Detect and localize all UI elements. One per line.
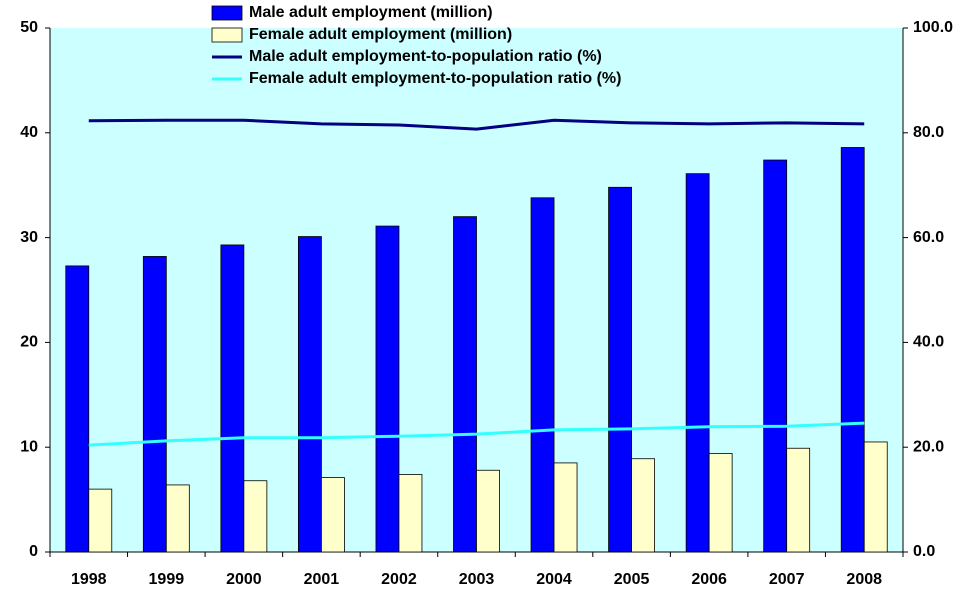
- x-tick-label: 2001: [304, 571, 340, 588]
- bar: [375, 225, 400, 553]
- legend-swatch: [211, 5, 243, 21]
- bar: [553, 462, 578, 553]
- bar: [708, 453, 733, 553]
- legend-label: Female adult employment (million): [249, 26, 512, 43]
- line: [88, 421, 865, 447]
- x-tick-label: 2003: [459, 571, 495, 588]
- y-tick-label: 20: [20, 334, 38, 351]
- bar: [398, 474, 423, 553]
- bar: [453, 216, 477, 553]
- x-tick-label: 2006: [691, 571, 727, 588]
- bar: [165, 484, 190, 553]
- y-tick-label: 50: [20, 19, 38, 36]
- bar: [763, 159, 788, 553]
- bar: [863, 441, 888, 553]
- y2-tick-label: 0.0: [913, 543, 935, 560]
- x-tick-label: 2008: [846, 571, 882, 588]
- bar: [321, 477, 345, 553]
- bar: [608, 186, 632, 553]
- x-tick-label: 2002: [381, 571, 417, 588]
- x-tick-label: 1998: [71, 571, 107, 588]
- legend-label: Male adult employment (million): [249, 4, 493, 21]
- bar: [220, 244, 245, 553]
- bar: [530, 197, 555, 553]
- y-tick-label: 0: [29, 543, 38, 560]
- y2-tick-label: 60.0: [913, 229, 944, 246]
- y2-tick-label: 100.0: [913, 19, 953, 36]
- bar: [142, 256, 167, 553]
- x-tick-label: 2004: [536, 571, 572, 588]
- bar: [298, 236, 322, 553]
- y2-tick-label: 40.0: [913, 334, 944, 351]
- y2-tick-label: 80.0: [913, 124, 944, 141]
- bar: [243, 480, 268, 553]
- bar: [685, 173, 710, 553]
- y-tick-label: 10: [20, 438, 38, 455]
- legend-label: Female adult employment-to-population ra…: [249, 70, 621, 87]
- bar: [786, 447, 811, 553]
- y-tick-label: 30: [20, 229, 38, 246]
- bar: [476, 469, 500, 553]
- bar: [65, 265, 90, 553]
- legend-swatch: [211, 27, 243, 43]
- y-tick-label: 40: [20, 124, 38, 141]
- bar: [88, 488, 113, 553]
- x-tick-label: 1999: [149, 571, 185, 588]
- bar: [631, 458, 655, 553]
- line: [88, 118, 865, 131]
- x-tick-label: 2005: [614, 571, 650, 588]
- y2-tick-label: 20.0: [913, 438, 944, 455]
- bar: [840, 147, 865, 553]
- x-tick-label: 2000: [226, 571, 262, 588]
- legend-label: Male adult employment-to-population rati…: [249, 48, 602, 65]
- x-tick-label: 2007: [769, 571, 805, 588]
